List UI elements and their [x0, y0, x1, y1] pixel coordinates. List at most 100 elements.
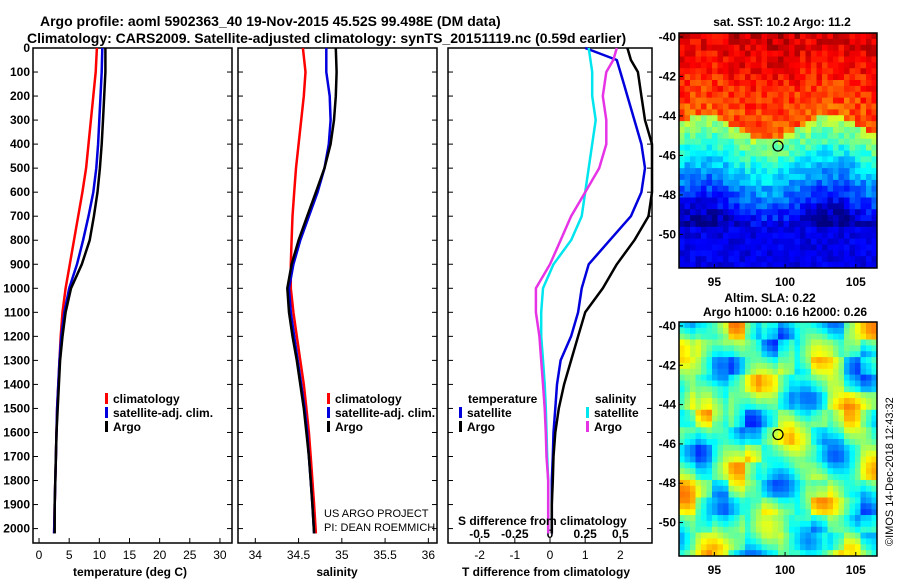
heat-cell — [750, 357, 757, 364]
heat-cell — [789, 191, 795, 198]
heat-cell — [783, 197, 790, 204]
legend-label-argo: Argo — [335, 420, 363, 434]
heat-cell — [860, 44, 867, 52]
heat-cell — [717, 339, 724, 346]
heat-cell — [739, 168, 746, 175]
heat-cell — [684, 109, 691, 116]
heat-cell — [701, 127, 707, 134]
heat-cell — [822, 250, 828, 257]
heat-cell — [849, 226, 856, 234]
lat-tick-label: -46 — [659, 437, 677, 451]
heat-cell — [871, 138, 878, 146]
heat-cell — [816, 520, 823, 528]
heat-cell — [723, 115, 729, 122]
heat-cell — [827, 380, 834, 387]
heat-cell — [789, 509, 795, 516]
heat-cell — [833, 197, 839, 204]
heat-cell — [723, 238, 729, 245]
heat-cell — [761, 127, 768, 134]
heat-cell — [833, 357, 839, 364]
heat-cell — [860, 168, 867, 175]
heat-cell — [723, 244, 729, 251]
heat-cell — [706, 33, 713, 40]
heat-cell — [827, 127, 834, 134]
heat-cell — [706, 97, 713, 104]
heat-cell — [822, 56, 828, 63]
heat-cell — [838, 85, 845, 93]
heat-cell — [783, 491, 790, 498]
heat-cell — [772, 497, 779, 504]
heat-cell — [778, 462, 784, 469]
heat-cell — [827, 479, 834, 487]
heat-cell — [761, 526, 768, 533]
heat-cell — [811, 444, 817, 452]
heat-cell — [866, 351, 872, 358]
heat-cell — [701, 197, 707, 204]
heat-cell — [695, 474, 702, 481]
heat-cell — [794, 38, 801, 46]
heat-cell — [734, 168, 740, 175]
heat-cell — [822, 168, 828, 175]
heat-cell — [706, 132, 713, 140]
legend-swatch-t-satellite — [459, 407, 462, 418]
heat-cell — [712, 462, 718, 469]
heat-cell — [871, 127, 878, 134]
heat-cell — [783, 497, 790, 504]
heat-cell — [701, 415, 707, 422]
heat-cell — [723, 450, 729, 457]
heat-cell — [833, 433, 839, 440]
heat-cell — [701, 339, 707, 346]
heat-cell — [761, 85, 768, 93]
heat-cell — [734, 550, 740, 557]
heat-cell — [800, 374, 806, 381]
heat-cell — [695, 351, 702, 358]
heat-cell — [679, 44, 685, 52]
heat-cell — [739, 50, 746, 57]
heat-cell — [833, 262, 839, 269]
heat-cell — [811, 38, 817, 46]
heat-cell — [745, 68, 751, 75]
heat-cell — [723, 509, 729, 516]
heat-cell — [717, 485, 724, 493]
heat-cell — [789, 433, 795, 440]
heat-cell — [728, 179, 735, 187]
heat-cell — [695, 386, 702, 393]
heat-cell — [794, 450, 801, 457]
heat-cell — [684, 232, 691, 240]
heat-cell — [860, 345, 867, 352]
heat-cell — [816, 179, 823, 187]
heat-cell — [778, 62, 784, 69]
heat-cell — [723, 491, 729, 498]
heat-cell — [800, 244, 806, 251]
heat-cell — [800, 85, 806, 93]
heat-cell — [816, 333, 823, 340]
heat-cell — [860, 238, 867, 245]
heat-cell — [723, 415, 729, 422]
heat-cell — [701, 526, 707, 533]
heat-cell — [855, 197, 861, 204]
heat-cell — [838, 526, 845, 533]
heat-cell — [827, 121, 834, 128]
heat-cell — [827, 532, 834, 539]
heat-cell — [712, 150, 718, 157]
heat-cell — [690, 427, 696, 434]
heat-cell — [844, 351, 850, 358]
heat-cell — [811, 215, 817, 222]
heat-cell — [778, 485, 784, 493]
heat-cell — [844, 138, 850, 146]
heat-cell — [745, 238, 751, 245]
heat-cell — [822, 85, 828, 93]
heat-cell — [783, 226, 790, 234]
heat-cell — [822, 421, 828, 428]
heat-cell — [805, 532, 812, 539]
heat-cell — [772, 250, 779, 257]
series-line-temperature-satellite — [550, 46, 647, 534]
heat-cell — [679, 262, 685, 269]
heat-cell — [767, 479, 773, 487]
heat-cell — [712, 50, 718, 57]
heat-cell — [816, 515, 823, 522]
heat-cell — [866, 191, 872, 198]
heat-cell — [772, 191, 779, 198]
heat-cell — [756, 62, 762, 69]
heat-cell — [822, 491, 828, 498]
